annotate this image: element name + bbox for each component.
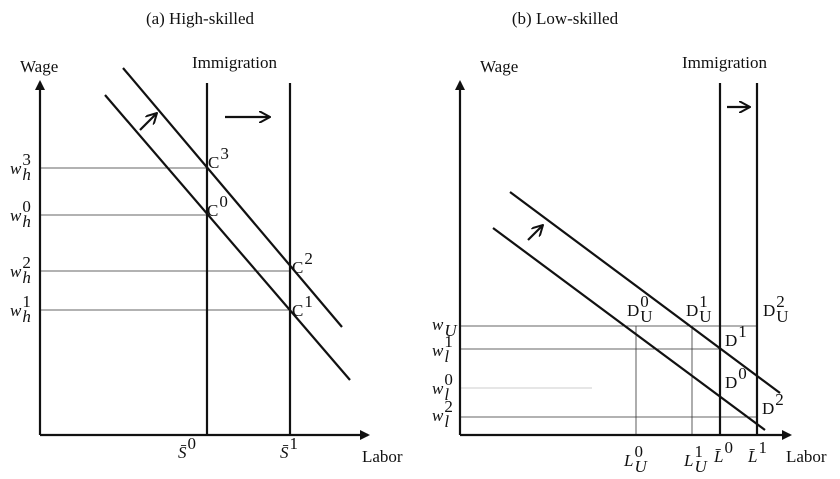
demand-line: [122, 67, 343, 328]
point-label-sup: 0: [738, 364, 747, 383]
x-label-sup: 1: [758, 438, 767, 457]
panel-title: (a) High-skilled: [146, 9, 255, 28]
x-label: L: [683, 451, 693, 470]
point-label-sub: U: [640, 307, 652, 326]
axis-label: Labor: [362, 447, 403, 466]
x-label: L: [623, 451, 633, 470]
point-label: D: [725, 373, 737, 392]
wage-label: w: [432, 406, 444, 425]
shift-arrow: [139, 113, 157, 131]
wage-label-sub: l: [444, 412, 449, 431]
point-label: D: [763, 301, 775, 320]
x-label-sup: 1: [694, 442, 703, 461]
x-label-sup: 0: [188, 434, 197, 453]
point-label-sub: U: [776, 307, 788, 326]
wage-label-sub: l: [444, 385, 449, 404]
point-label: D: [627, 301, 639, 320]
point-label-sup: 0: [219, 192, 228, 211]
point-label: C: [292, 258, 303, 277]
panel-a: (a) High-skilled Wage Immigration Labor: [20, 9, 403, 466]
demand-line: [492, 227, 766, 431]
wage-label-sub: h: [22, 307, 31, 326]
wage-label-sub: h: [22, 212, 31, 231]
wage-label-sup: 3: [22, 150, 31, 169]
demand-line: [104, 94, 351, 381]
demand-line: [509, 191, 781, 394]
wage-label-sup: 0: [22, 197, 31, 216]
shift-arrow: [527, 225, 543, 241]
point-label-sup: 1: [738, 322, 747, 341]
wage-label: w: [10, 301, 22, 320]
wage-label-sup: 1: [444, 332, 453, 351]
point-label-sup: 3: [220, 144, 229, 163]
x-label-sub: U: [694, 457, 708, 476]
wage-label: w: [432, 315, 444, 334]
point-label-sup: 1: [699, 292, 708, 311]
x-label-sub: U: [634, 457, 648, 476]
wage-label: w: [10, 262, 22, 281]
point-label: D: [762, 399, 774, 418]
wage-label: w: [10, 159, 22, 178]
wage-label-sup: 0: [444, 370, 453, 389]
point-label: C: [292, 301, 303, 320]
axis-label: Labor: [786, 447, 827, 466]
point-label-sup: 2: [304, 249, 313, 268]
wage-label-sub: h: [22, 268, 31, 287]
wage-label-sub: U: [444, 321, 458, 340]
axis-label: Wage: [20, 57, 58, 76]
axis-label: Wage: [480, 57, 518, 76]
wage-label: w: [432, 341, 444, 360]
panel-title: (b) Low-skilled: [512, 9, 619, 28]
x-label-sup: 0: [724, 438, 733, 457]
point-label: D: [686, 301, 698, 320]
point-label: C: [207, 201, 218, 220]
x-label: S̄: [280, 443, 289, 462]
wage-label-sub: h: [22, 165, 31, 184]
point-label-sup: 2: [775, 390, 784, 409]
wage-label: w: [432, 379, 444, 398]
wage-label-sub: l: [444, 347, 449, 366]
point-label-sup: 1: [304, 292, 313, 311]
panel-b: (b) Low-skilled Wage Immigration Labor: [455, 9, 827, 466]
x-label-sup: 1: [290, 434, 299, 453]
point-label: D: [725, 331, 737, 350]
shift-label: Immigration: [682, 53, 767, 72]
shift-label: Immigration: [192, 53, 277, 72]
wage-label: w: [10, 206, 22, 225]
point-label-sup: 0: [640, 292, 649, 311]
x-label: L̄: [747, 447, 757, 466]
point-label-sub: U: [699, 307, 711, 326]
point-label-sup: 2: [776, 292, 785, 311]
x-label: L̄: [713, 447, 723, 466]
wage-label-sup: 1: [22, 292, 31, 311]
x-label-sup: 0: [634, 442, 643, 461]
point-label: C: [208, 153, 219, 172]
x-label: S̄: [178, 443, 187, 462]
wage-label-sup: 2: [444, 397, 453, 416]
wage-label-sup: 2: [22, 253, 31, 272]
